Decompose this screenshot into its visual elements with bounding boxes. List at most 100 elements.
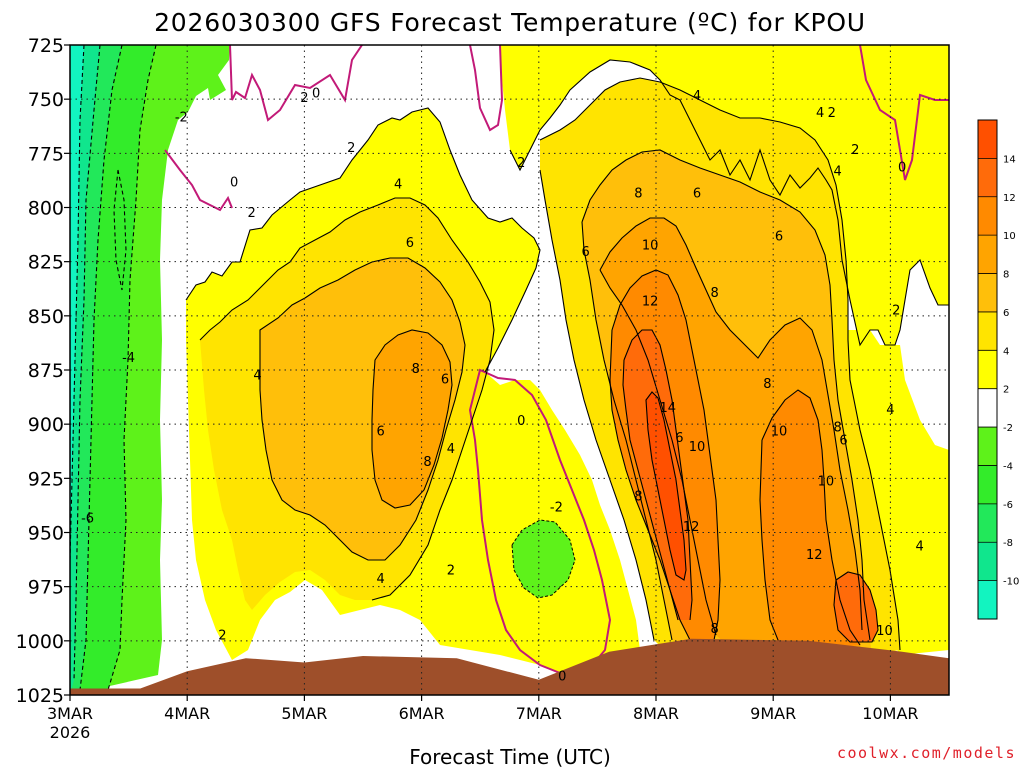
cold-pocket-minus2 [511,519,576,599]
x-axis-label: Forecast Time (UTC) [409,745,611,768]
contour-label: 2 [828,106,836,121]
contour-label: 12 [642,295,659,310]
isotherm-10b [759,389,861,646]
y-tick-label: 1025 [16,685,64,707]
colorbar-swatch [978,427,997,466]
y-tick-label: 775 [28,143,64,165]
x-tick-label: 4MAR [164,704,210,723]
contour-label: -4 [122,351,135,366]
y-tick-label: 975 [28,577,64,599]
y-tick-label: 825 [28,252,64,274]
y-tick-label: 850 [28,306,64,328]
y-tick-label: 900 [28,414,64,436]
warm-band-10-right [760,390,860,648]
contour-label: 8 [710,286,718,301]
x-tick-label: 8MAR [633,704,679,723]
contour-label: 0 [898,160,906,175]
contour-label: 10 [876,624,893,639]
contour-label: 4 [834,165,842,180]
colorbar-tick-label: -2 [1003,423,1013,434]
colorbar-swatch [978,388,997,428]
contour-label: 4 [394,178,402,193]
y-tick-label: 750 [28,89,64,111]
contour-label: 6 [839,433,847,448]
x-tick-label: 6MAR [399,704,445,723]
colorbar-frame [977,119,998,620]
contour-label: 8 [412,362,420,377]
contour-label: 6 [406,236,414,251]
colorbar-swatch [978,311,997,351]
y-tick-label: 950 [28,523,64,545]
contour-label: 10 [642,238,659,253]
contour-label: 0 [312,87,320,102]
contour-label: 8 [763,377,771,392]
cold-band-minus10 [70,45,84,560]
contour-label: 6 [376,425,384,440]
contour-label: 14 [659,401,676,416]
credit-text[interactable]: coolwx.com/models [836,744,1016,762]
warm-band-12-right [834,572,878,642]
contour-label: 6 [675,431,683,446]
colorbar-swatch [978,503,997,543]
colorbar-tick-label: 2 [1003,385,1009,396]
x-axis: 3MAR 4MAR 5MAR 6MAR 7MAR 8MAR 9MAR 10MAR 2026 [47,695,919,742]
contour-label: 4 [376,572,384,587]
isotherm-12b [833,571,879,643]
x-tick-label: 9MAR [750,704,796,723]
freezing-line [164,45,949,677]
y-tick-label: 1000 [16,631,64,653]
colorbar-swatch [978,465,997,504]
isotherm-4 [199,197,495,601]
isotherm-12 [622,329,693,621]
colorbar-tick-label: 6 [1003,308,1009,319]
contour-label: 12 [683,520,700,535]
contour-label: 8 [634,186,642,201]
contour-label: 8 [834,420,842,435]
isotherm-8 [371,329,453,509]
contour-label: 2 [447,563,455,578]
contour-label: 8 [423,455,431,470]
contour-label: 2 [218,628,226,643]
x-tick-label: 7MAR [516,704,562,723]
warm-band-2-lowright [840,330,949,655]
colorbar-swatch [978,542,997,581]
isotherm-minus-dashed [70,45,157,691]
contour-label: 8 [710,622,718,637]
isotherm-lines [70,45,949,691]
contour-label: 6 [775,230,783,245]
colorbar-tick-label: -4 [1003,461,1013,472]
contour-label: 6 [582,245,590,260]
contour-label: 4 [916,540,924,555]
contour-label: 0 [517,414,525,429]
contour-label: 4 [447,442,455,457]
terrain-surface [70,638,949,695]
contour-label: 10 [689,440,706,455]
isotherm-6 [259,257,466,561]
contour-label: 0 [558,670,566,685]
x-tick-label: 3MAR [47,704,93,723]
colorbar-swatch [978,158,997,197]
y-tick-label: 800 [28,198,64,220]
colorbar-swatch [978,273,997,312]
colorbar-swatch [978,196,997,236]
contour-label: 2 [517,156,525,171]
colorbar-swatch [978,580,997,619]
colorbar-tick-label: -8 [1003,538,1013,549]
contour-label: 2 [248,206,256,221]
x-tick-label: 5MAR [281,704,327,723]
x-year-label: 2026 [50,723,91,742]
isotherm-2 [185,107,541,373]
colorbar-tick-label: 12 [1003,193,1016,204]
contour-label: 4 [816,106,824,121]
contour-label: 4 [253,368,261,383]
y-axis: 725 750 775 800 825 850 875 900 925 950 975 1000 102… [16,35,70,707]
y-tick-label: 875 [28,360,64,382]
contour-label: 6 [441,373,449,388]
x-tick-label: 10MAR [862,704,918,723]
contour-label: 2 [347,141,355,156]
contour-label: 12 [806,548,823,563]
colorbar-tick-label: 14 [1003,154,1016,165]
isotherm-6b [581,149,871,641]
y-tick-label: 925 [28,468,64,490]
